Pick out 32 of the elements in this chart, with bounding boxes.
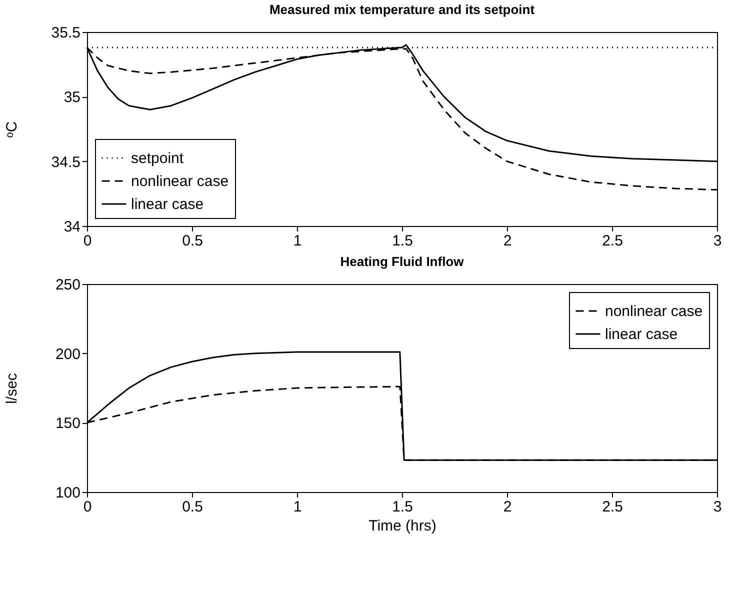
- x-tick-label: 1.5: [392, 498, 413, 516]
- y-tick-label: 200: [55, 346, 80, 363]
- x-tick-label: 2.5: [602, 232, 623, 250]
- chart-title: Heating Fluid Inflow: [340, 254, 465, 269]
- x-tick-label: 1: [293, 498, 302, 516]
- x-tick-label: 3: [713, 232, 722, 250]
- x-tick-label: 2: [503, 232, 512, 250]
- y-tick-label: 250: [55, 276, 80, 294]
- y-tick-label: 150: [55, 415, 80, 432]
- x-tick-label: 1.5: [392, 232, 413, 250]
- x-tick-label: 0.5: [182, 498, 203, 516]
- x-tick-label: 0: [83, 232, 92, 250]
- y-tick-label: 100: [55, 484, 80, 502]
- x-tick-label: 0: [83, 498, 92, 516]
- y-axis-title: ᵒC: [4, 121, 20, 138]
- y-axis-title: l/sec: [4, 372, 20, 404]
- legend-label: nonlinear case: [131, 173, 229, 190]
- y-tick-label: 35: [64, 89, 80, 106]
- legend-label: setpoint: [131, 150, 184, 167]
- x-tick-label: 3: [713, 498, 722, 516]
- legend-label: linear case: [605, 326, 678, 343]
- x-tick-label: 2: [503, 498, 512, 516]
- x-tick-label: 2.5: [602, 498, 623, 516]
- legend-label: nonlinear case: [605, 303, 703, 320]
- x-tick-label: 0.5: [182, 232, 203, 250]
- chart-title: Measured mix temperature and its setpoint: [269, 2, 536, 17]
- legend-label: linear case: [131, 196, 204, 213]
- y-tick-label: 34: [64, 218, 80, 236]
- y-tick-label: 35.5: [51, 24, 80, 42]
- y-tick-label: 34.5: [51, 154, 80, 171]
- x-axis-title: Time (hrs): [368, 518, 436, 534]
- x-tick-label: 1: [293, 232, 302, 250]
